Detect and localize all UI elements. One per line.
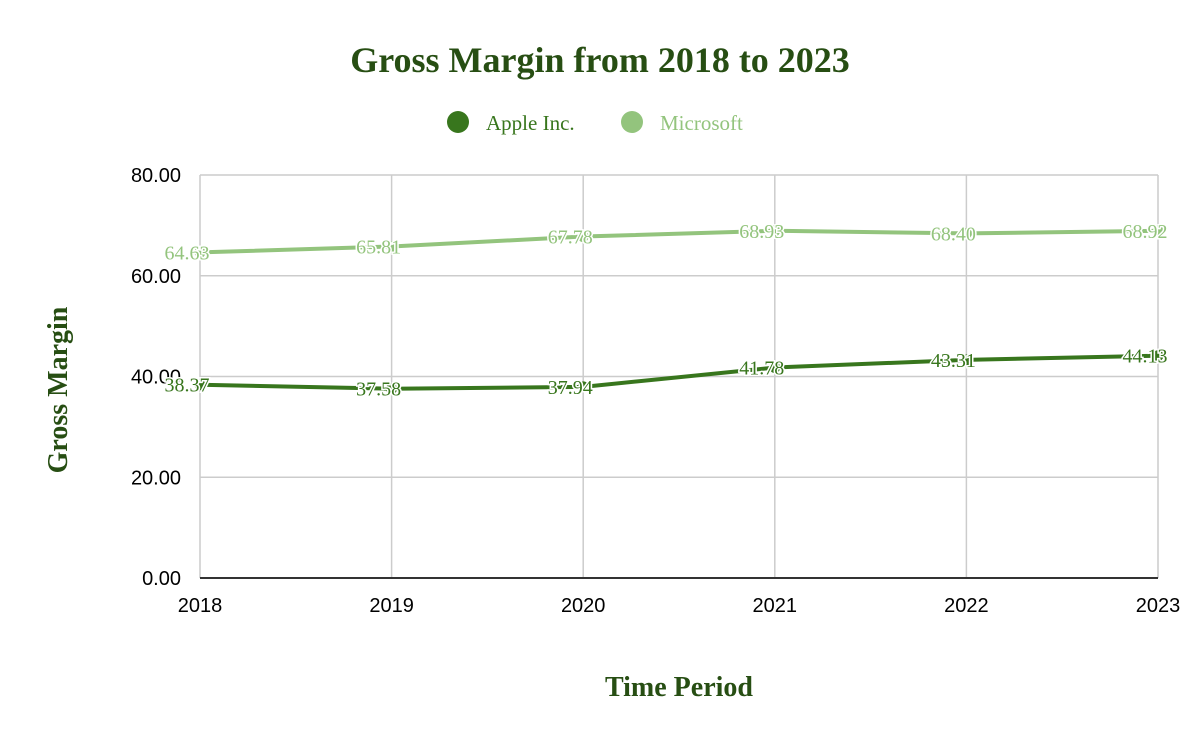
y-tick-label: 40.00 (131, 367, 181, 389)
data-point-microsoft[interactable] (1152, 225, 1164, 237)
x-tick-label: 2018 (178, 595, 223, 617)
series-line-microsoft (198, 228, 1160, 255)
series-line-apple-inc (198, 353, 1160, 391)
data-label-apple-inc: 41.78 (739, 358, 784, 380)
data-point-apple-inc[interactable] (577, 381, 589, 393)
y-tick-label: 60.00 (131, 266, 181, 288)
data-label-apple-inc: 43.31 (931, 350, 976, 372)
chart-title: Gross Margin from 2018 to 2023 (350, 40, 850, 80)
data-label-apple-inc: 38.37 (165, 375, 210, 397)
x-tick-label: 2021 (753, 595, 798, 617)
data-point-apple-inc[interactable] (1152, 350, 1164, 362)
data-point-microsoft[interactable] (386, 240, 398, 252)
data-point-microsoft[interactable] (960, 227, 972, 239)
data-point-apple-inc[interactable] (960, 354, 972, 366)
legend-label-apple: Apple Inc. (486, 111, 575, 135)
data-point-apple-inc[interactable] (194, 379, 206, 391)
x-tick-label: 2019 (369, 595, 414, 617)
y-axis-ticks: 0.00 20.00 40.00 60.00 80.00 (131, 165, 181, 590)
legend-marker-apple (447, 111, 469, 133)
data-point-microsoft[interactable] (577, 231, 589, 243)
data-labels: 38.37 37.58 37.94 41.78 43.31 44.13 64.63 65.81… (163, 219, 1169, 402)
data-point-microsoft[interactable] (194, 246, 206, 258)
data-label-microsoft: 68.93 (739, 221, 784, 243)
data-label-microsoft: 65.81 (356, 236, 401, 258)
data-label-apple-inc: 44.13 (1123, 346, 1168, 368)
data-label-apple-inc: 37.94 (548, 377, 593, 399)
data-label-microsoft: 68.40 (931, 223, 976, 245)
x-tick-label: 2020 (561, 595, 606, 617)
x-axis-ticks: 2018 2019 2020 2021 2022 2023 (178, 595, 1181, 617)
data-point-apple-inc[interactable] (386, 383, 398, 395)
data-label-microsoft: 67.78 (548, 227, 593, 249)
data-label-microsoft: 64.63 (165, 242, 210, 264)
legend-marker-microsoft (621, 111, 643, 133)
legend-item-apple[interactable]: Apple Inc. (447, 111, 575, 135)
data-label-microsoft: 68.92 (1123, 221, 1168, 243)
x-axis-title: Time Period (605, 672, 753, 703)
y-tick-label: 0.00 (142, 568, 181, 590)
x-tick-label: 2023 (1136, 595, 1181, 617)
y-axis-title: Gross Margin (43, 306, 74, 473)
legend: Apple Inc. Microsoft (447, 111, 743, 135)
series-layer (194, 225, 1164, 395)
x-tick-label: 2022 (944, 595, 989, 617)
y-tick-label: 20.00 (131, 467, 181, 489)
y-tick-label: 80.00 (131, 165, 181, 187)
data-point-microsoft[interactable] (769, 225, 781, 237)
data-point-apple-inc[interactable] (769, 362, 781, 374)
legend-item-microsoft[interactable]: Microsoft (621, 111, 743, 135)
legend-label-microsoft: Microsoft (660, 111, 743, 135)
data-label-apple-inc: 37.58 (356, 379, 401, 401)
